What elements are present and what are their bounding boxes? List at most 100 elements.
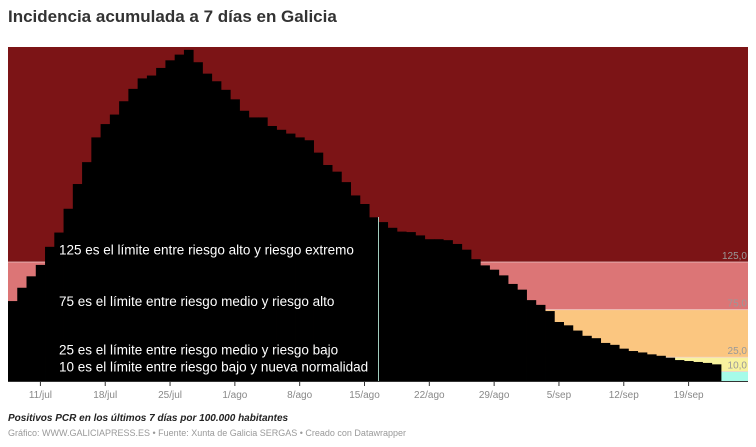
bar-38: [359, 204, 370, 381]
bar-22: [211, 81, 222, 381]
chart-footer: Gráfico: WWW.GALICIAPRESS.ES • Fuente: X…: [8, 428, 406, 438]
chart: 10,0 25,0 75,0 125,0 125 es el límite entre …: [8, 47, 748, 401]
bar-76: [711, 364, 722, 381]
bar-59: [554, 322, 564, 381]
bar-46: [433, 239, 444, 381]
bar-62: [582, 335, 592, 381]
bar-32: [304, 140, 314, 381]
band-label: 25,0: [728, 346, 748, 357]
bar-67: [628, 351, 639, 381]
bar-70: [656, 355, 666, 381]
bar-69: [646, 354, 657, 381]
bar-66: [619, 348, 629, 381]
bar-72: [674, 360, 685, 381]
bar-35: [332, 171, 342, 381]
bar-10: [100, 124, 111, 382]
bar-16: [156, 67, 166, 381]
bar-57: [535, 304, 546, 381]
bar-17: [165, 60, 176, 382]
x-tick-label: 12/sep: [609, 390, 639, 401]
bar-8: [82, 162, 92, 381]
x-tick-label: 11/jul: [29, 390, 52, 401]
x-tick-label: 22/ago: [414, 390, 445, 401]
bar-61: [572, 330, 583, 381]
bar-26: [248, 117, 259, 381]
bar-50: [470, 259, 481, 381]
bar-18: [174, 54, 185, 381]
bar-58: [545, 311, 555, 381]
bar-3: [35, 264, 46, 381]
bar-65: [609, 344, 620, 381]
bar-37: [350, 195, 361, 381]
annotation-0: 125 es el límite entre riesgo alto y rie…: [59, 243, 354, 258]
bar-36: [341, 182, 352, 381]
bar-7: [72, 184, 83, 381]
bar-47: [443, 240, 453, 381]
bar-21: [202, 73, 213, 382]
x-tick-label: 25/jul: [158, 390, 182, 401]
bar-23: [220, 89, 231, 382]
bar-71: [665, 357, 676, 381]
bar-51: [480, 265, 490, 381]
band-label: 75,0: [728, 299, 748, 310]
bar-41: [387, 227, 398, 381]
bar-34: [322, 164, 333, 381]
bar-24: [230, 99, 240, 381]
bar-31: [295, 137, 305, 381]
bar-5: [54, 232, 64, 381]
band-label: 125,0: [722, 251, 747, 262]
bar-43: [406, 232, 416, 381]
bar-14: [137, 78, 148, 382]
bar-9: [91, 137, 101, 381]
x-tick-label: 19/sep: [674, 390, 704, 401]
bar-73: [683, 361, 694, 381]
bar-13: [128, 88, 139, 381]
bar-45: [424, 239, 435, 381]
bar-4: [45, 246, 55, 381]
bar-44: [415, 235, 426, 381]
bar-6: [63, 208, 74, 381]
x-tick-label: 29/ago: [479, 390, 510, 401]
chart-description: Positivos PCR en los últimos 7 días por …: [8, 413, 289, 424]
chart-title: Incidencia acumulada a 7 días en Galicia: [8, 7, 337, 26]
bar-27: [258, 117, 268, 381]
bar-52: [489, 269, 500, 381]
bar-0: [8, 301, 18, 381]
bar-40: [378, 222, 389, 381]
bar-1: [17, 287, 27, 381]
bar-64: [600, 342, 611, 381]
bar-30: [285, 133, 296, 381]
bar-25: [239, 110, 250, 382]
annotation-2: 25 es el límite entre riesgo medio y rie…: [59, 343, 338, 358]
band-label: 10,0: [728, 360, 748, 371]
bar-75: [702, 362, 713, 381]
bar-19: [183, 49, 194, 381]
x-tick-label: 8/ago: [287, 390, 312, 401]
bar-28: [267, 125, 277, 381]
bar-39: [369, 217, 379, 381]
bar-20: [193, 62, 203, 382]
bar-68: [637, 352, 648, 381]
bar-48: [452, 243, 463, 381]
bar-60: [563, 325, 574, 381]
bar-2: [26, 276, 37, 381]
bar-33: [313, 152, 324, 381]
bar-49: [461, 249, 472, 381]
bar-54: [508, 283, 518, 381]
bar-42: [396, 231, 407, 381]
bar-12: [119, 101, 129, 381]
bar-53: [498, 275, 509, 381]
bar-55: [517, 289, 527, 381]
bar-15: [146, 75, 157, 382]
x-tick-label: 1/ago: [222, 390, 247, 401]
x-tick-label: 15/ago: [349, 390, 380, 401]
bar-56: [526, 300, 537, 381]
x-tick-label: 18/jul: [93, 390, 117, 401]
bar-63: [591, 338, 602, 381]
bar-11: [109, 114, 120, 382]
x-tick-label: 5/sep: [547, 390, 572, 401]
annotation-3: 10 es el límite entre riesgo bajo y nuev…: [59, 360, 368, 375]
bar-74: [693, 361, 703, 381]
annotation-1: 75 es el límite entre riesgo medio y rie…: [59, 294, 334, 309]
bar-29: [276, 129, 287, 381]
